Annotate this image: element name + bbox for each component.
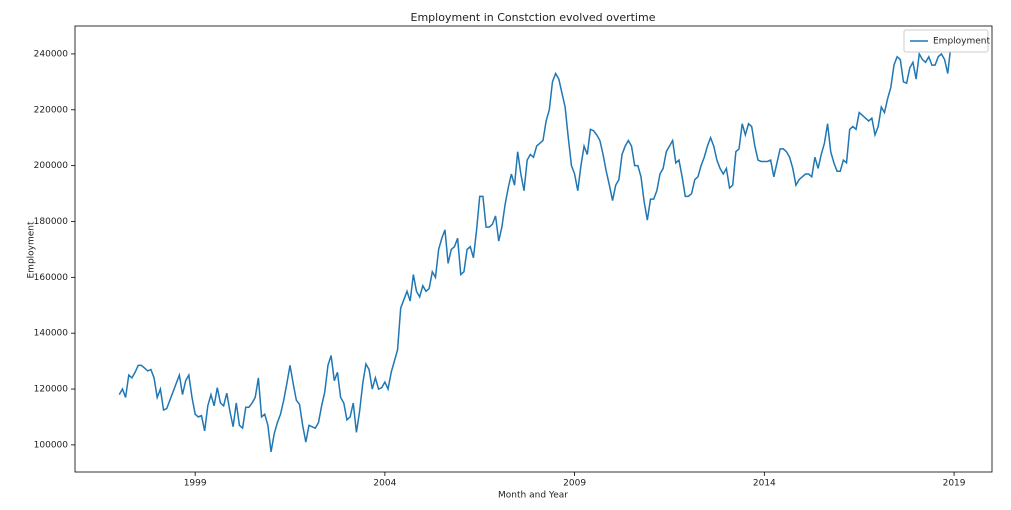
- legend-box: [903, 29, 989, 53]
- x-tick-label: 2014: [753, 479, 776, 489]
- data-line: [118, 45, 952, 453]
- y-tick-label: 140000: [34, 329, 69, 339]
- y-axis-label: Employment: [27, 221, 37, 279]
- y-tick-label: 180000: [34, 217, 69, 227]
- chart-title: Employment in Constction evolved overtim…: [411, 11, 656, 24]
- y-tick-label: 120000: [34, 385, 69, 395]
- x-tick-label: 1999: [184, 479, 207, 489]
- x-tick-label: 2004: [373, 479, 396, 489]
- legend-label: Employment: [933, 37, 991, 47]
- y-tick-label: 160000: [34, 273, 69, 283]
- x-axis-label: Month and Year: [498, 491, 568, 501]
- plot-frame: [74, 25, 993, 473]
- x-tick-label: 2019: [943, 479, 966, 489]
- x-tick-label: 2009: [563, 479, 586, 489]
- y-tick-label: 220000: [34, 105, 69, 115]
- y-tick-label: 200000: [34, 161, 69, 171]
- y-tick-label: 240000: [34, 49, 69, 59]
- y-tick-label: 100000: [34, 440, 69, 450]
